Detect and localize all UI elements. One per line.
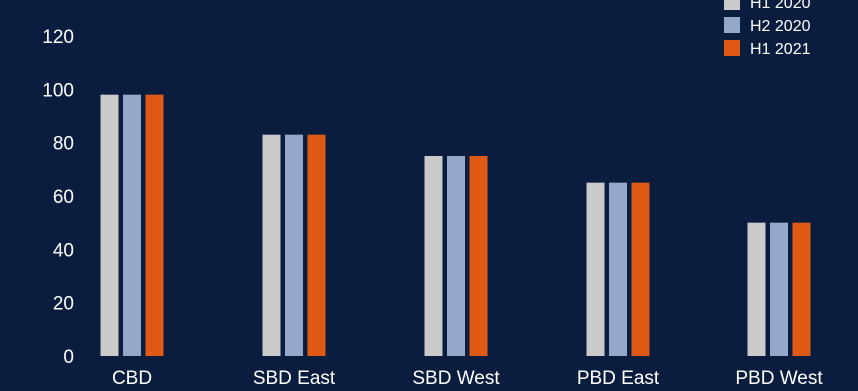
legend-item: H1 2021 [724, 40, 811, 58]
bar-h2-2020 [447, 156, 465, 356]
legend-item: H1 2020 [724, 0, 811, 12]
x-tick-label: SBD East [253, 368, 336, 389]
y-tick-label: 20 [53, 294, 74, 315]
bar-h1-2020 [100, 94, 119, 357]
y-tick-label: 0 [63, 347, 74, 368]
bar-group-pbd-east [586, 182, 650, 356]
bar-h2-2020 [770, 222, 788, 356]
y-tick-label: 60 [53, 187, 74, 208]
x-tick-label: PBD West [735, 368, 823, 389]
legend-label: H1 2021 [750, 41, 811, 58]
legend-swatch [724, 40, 740, 56]
bar-group-pbd-west [747, 222, 811, 356]
bar-h1-2020 [747, 222, 766, 356]
y-tick-label: 80 [53, 134, 74, 155]
legend-swatch [724, 17, 740, 33]
bars [100, 94, 811, 357]
x-axis: CBD SBD East SBD West PBD East PBD West [112, 368, 823, 389]
bar-h1-2021 [307, 134, 326, 356]
y-axis: 0 20 40 60 80 100 120 [42, 27, 74, 368]
legend-item: H2 2020 [724, 17, 811, 35]
bar-h2-2020 [285, 134, 303, 356]
legend: H1 2020 H2 2020 H1 2021 [724, 0, 811, 58]
legend-label: H2 2020 [750, 18, 811, 35]
y-tick-label: 40 [53, 240, 74, 261]
bar-h2-2020 [123, 94, 141, 357]
legend-swatch [724, 0, 740, 10]
bar-h1-2020 [262, 134, 281, 356]
bar-h1-2021 [792, 222, 811, 356]
bar-h1-2021 [469, 156, 488, 356]
bar-h1-2020 [586, 182, 605, 356]
bar-h1-2021 [631, 182, 650, 356]
bar-h1-2020 [424, 156, 443, 356]
legend-label: H1 2020 [750, 0, 811, 12]
bar-group-cbd [100, 94, 164, 357]
bar-group-sbd-west [424, 156, 488, 356]
x-tick-label: PBD East [577, 368, 660, 389]
bar-h1-2021 [145, 94, 164, 357]
bar-group-sbd-east [262, 134, 326, 356]
x-tick-label: SBD West [412, 368, 500, 389]
y-tick-label: 100 [42, 80, 74, 101]
x-tick-label: CBD [112, 368, 152, 389]
y-tick-label: 120 [42, 27, 74, 48]
bar-h2-2020 [609, 182, 627, 356]
